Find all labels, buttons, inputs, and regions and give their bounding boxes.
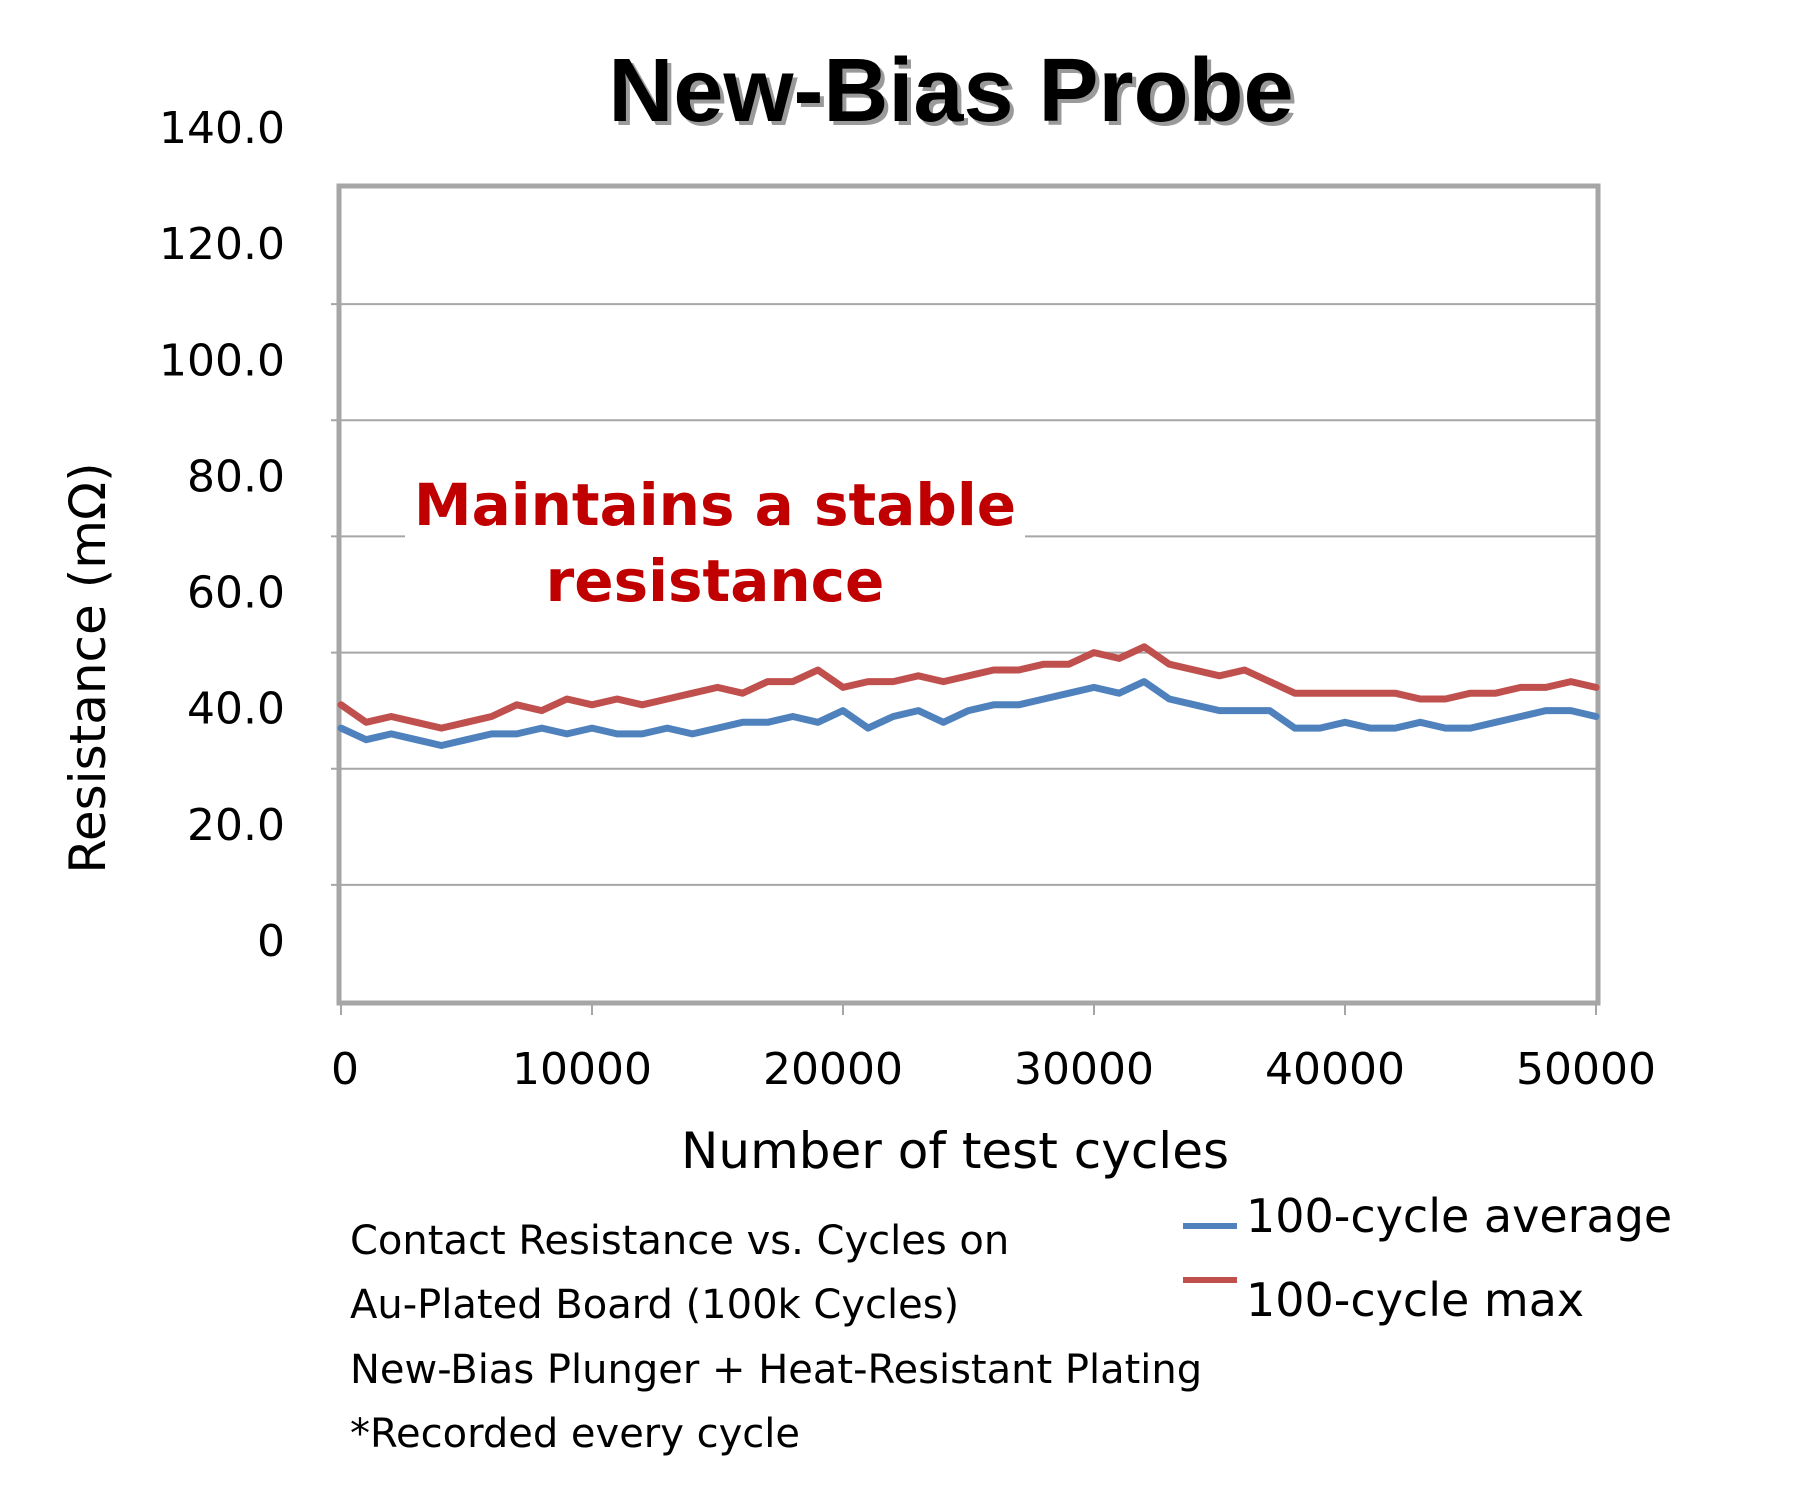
series-line-100-cycle-max — [337, 643, 1600, 732]
x-axis-label: Number of test cycles — [681, 1122, 1229, 1180]
gridlines — [331, 303, 1596, 886]
y-axis-ticks: 0 20.0 40.0 60.0 80.0 100.0 120.0 140.0 — [159, 103, 285, 967]
caption-line-2: Au-Plated Board (100k Cycles) — [350, 1282, 959, 1328]
chart-title: New-Bias Probe — [608, 41, 1293, 141]
y-tick-label: 60.0 — [187, 568, 285, 619]
annotation-line-2: resistance — [546, 547, 885, 615]
y-tick-label: 80.0 — [187, 451, 285, 502]
legend-label-average: 100-cycle average — [1246, 1189, 1672, 1243]
caption-line-4: *Recorded every cycle — [350, 1411, 800, 1457]
legend-label-max: 100-cycle max — [1246, 1273, 1584, 1327]
y-tick-label: 120.0 — [159, 219, 285, 270]
x-tick-label: 20000 — [763, 1044, 903, 1095]
caption-line-3: New-Bias Plunger + Heat-Resistant Platin… — [350, 1347, 1202, 1393]
annotation-background — [405, 465, 1025, 623]
x-tick-label: 10000 — [512, 1044, 652, 1095]
y-tick-label: 40.0 — [187, 684, 285, 735]
x-tick-label: 30000 — [1014, 1044, 1154, 1095]
legend: 100-cycle average 100-cycle max — [1183, 1189, 1672, 1327]
caption-line-1: Contact Resistance vs. Cycles on — [350, 1218, 1009, 1264]
y-axis-label: Resistance (mΩ) — [59, 462, 117, 873]
y-tick-label: 20.0 — [187, 800, 285, 851]
series-lines — [337, 643, 1600, 749]
x-tick-label: 50000 — [1516, 1044, 1656, 1095]
y-tick-label: 100.0 — [159, 335, 285, 386]
y-tick-label: 0 — [257, 916, 285, 967]
x-tick-label: 40000 — [1265, 1044, 1405, 1095]
x-axis-ticks: 0 10000 20000 30000 40000 50000 — [331, 1001, 1656, 1095]
chart-title-shadow: New-Bias Probe — [612, 45, 1297, 145]
x-tick-label: 0 — [331, 1044, 359, 1095]
annotation-line-1: Maintains a stable — [414, 471, 1016, 539]
y-tick-label: 140.0 — [159, 103, 285, 154]
series-line-100-cycle-average — [337, 678, 1600, 749]
